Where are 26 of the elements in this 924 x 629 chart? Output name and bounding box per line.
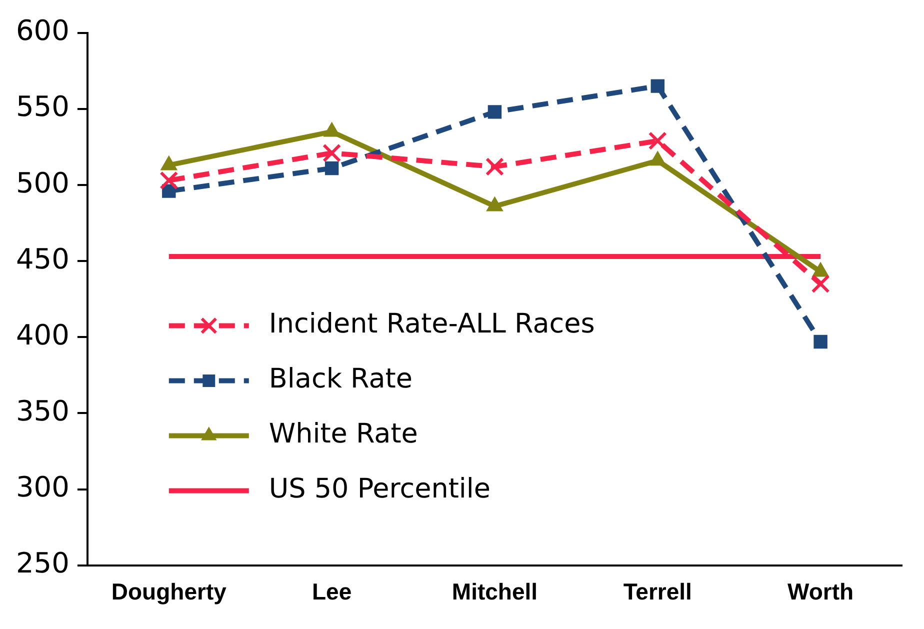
y-tick-label: 600 bbox=[16, 14, 70, 48]
y-tick-label: 300 bbox=[16, 470, 70, 504]
point bbox=[648, 132, 667, 150]
legend-label: White Rate bbox=[268, 418, 418, 450]
y-tick-label: 250 bbox=[16, 546, 70, 580]
legend-label: Black Rate bbox=[268, 364, 412, 395]
y-tick-label: 400 bbox=[16, 318, 70, 352]
point bbox=[650, 79, 664, 93]
point bbox=[160, 171, 178, 190]
point bbox=[488, 105, 502, 119]
x-tick-label: Worth bbox=[788, 578, 854, 605]
x-tick-label: Lee bbox=[312, 578, 352, 605]
point bbox=[324, 161, 339, 176]
y-tick-label: 500 bbox=[16, 166, 70, 200]
x-tick-label: Mitchell bbox=[452, 578, 538, 605]
y-tick-label: 350 bbox=[16, 394, 70, 428]
y-tick-label: 450 bbox=[16, 242, 70, 276]
y-tick-label: 550 bbox=[16, 90, 70, 124]
point bbox=[811, 274, 830, 294]
point bbox=[485, 157, 504, 176]
point bbox=[322, 144, 342, 162]
point bbox=[814, 334, 828, 349]
x-tick-label: Terrell bbox=[623, 578, 692, 605]
legend-label: US 50 Percentile bbox=[268, 474, 491, 505]
x-tick-label: Dougherty bbox=[111, 578, 227, 605]
legend-label: Incident Rate-ALL Races bbox=[268, 308, 595, 340]
